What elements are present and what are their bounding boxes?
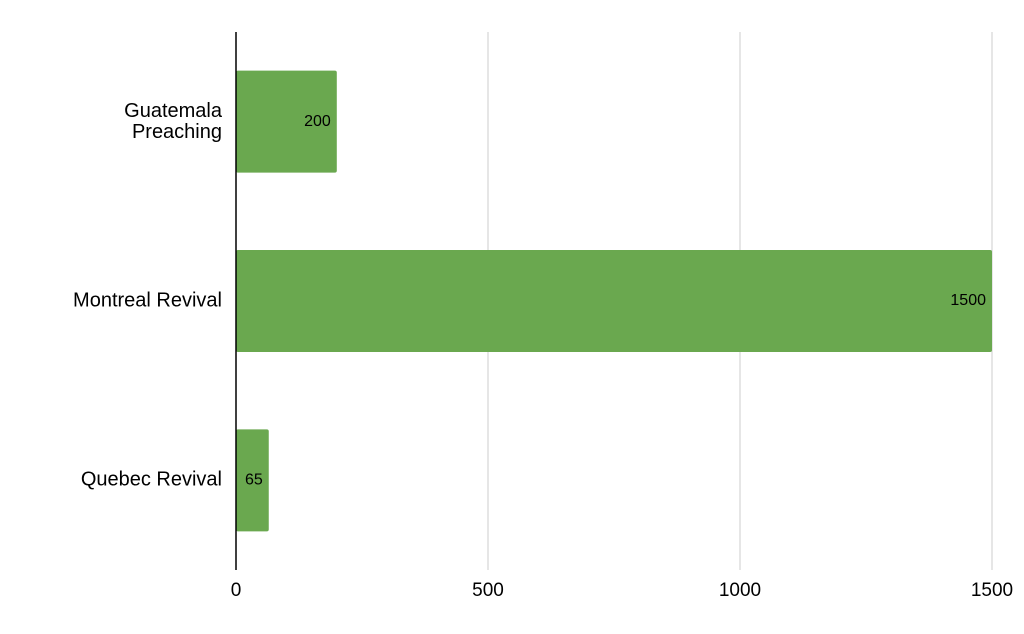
x-tick-label: 1500 (971, 580, 1013, 601)
x-tick-label: 0 (231, 580, 242, 601)
x-tick-label: 1000 (719, 580, 761, 601)
y-tick-label: Guatemala Preaching (124, 99, 222, 143)
bar (236, 429, 269, 532)
y-tick-label: Quebec Revival (80, 468, 222, 491)
value-label: 65 (245, 472, 263, 489)
value-label: 1500 (950, 292, 986, 309)
bar (236, 70, 337, 173)
y-tick-label: Montreal Revival (73, 289, 222, 312)
value-label: 200 (304, 113, 331, 130)
x-tick-label: 500 (472, 580, 504, 601)
bar (236, 250, 992, 352)
